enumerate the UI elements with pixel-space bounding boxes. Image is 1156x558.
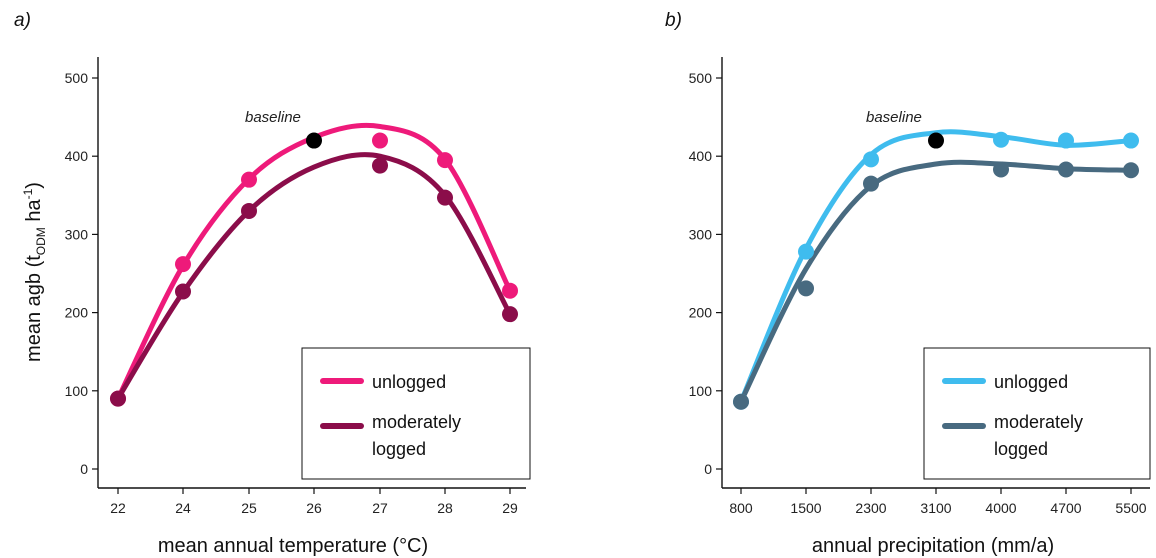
x-tick-label: 29 [502,500,518,516]
x-tick-label: 22 [110,500,126,516]
data-point-unlogged [1123,132,1139,149]
panel-b-points [733,131,1139,410]
data-point-moderately-logged [733,393,749,410]
data-point-unlogged [372,132,388,149]
data-point-moderately-logged [1123,162,1139,179]
data-point-moderately-logged [798,280,814,297]
data-point-unlogged [241,171,257,188]
baseline-point [306,132,322,149]
data-point-unlogged [863,151,879,168]
data-point-moderately-logged [863,175,879,192]
data-point-moderately-logged [502,306,518,323]
panel-b-x-axis: 800 1500 2300 3100 4000 4700 5500 [729,488,1147,516]
data-point-unlogged [993,131,1009,148]
data-point-unlogged [502,282,518,299]
panel-b-x-axis-title: annual precipitation (mm/a) [812,535,1054,557]
data-point-moderately-logged [1058,161,1074,178]
baseline-point [928,132,944,149]
panel-b-legend: unlogged moderately logged [923,347,1151,480]
x-tick-label: 26 [306,500,322,516]
y-tick-label: 300 [689,226,713,242]
y-tick-label: 500 [689,70,713,86]
x-tick-label: 1500 [790,500,821,516]
data-point-unlogged [437,152,453,169]
panel-a-legend-box [301,347,531,480]
panel-a-legend-label-logged: moderately logged [372,412,461,459]
x-tick-label: 4000 [985,500,1016,516]
data-point-unlogged [175,256,191,273]
panel-b-precipitation: b) 0 100 200 300 400 500 800 1500 2300 3100 4000 4… [665,10,1151,557]
panel-a-points [110,132,518,407]
y-tick-label: 200 [65,305,89,321]
y-tick-label: 500 [65,70,89,86]
y-tick-label: 200 [689,305,713,321]
panel-a-x-axis: 22 24 25 26 27 28 29 [110,488,518,516]
panel-b-label: b) [665,10,682,31]
panel-a-baseline-annotation: baseline [245,109,301,126]
y-tick-label: 100 [65,383,89,399]
data-point-moderately-logged [437,189,453,206]
y-tick-label: 400 [65,148,89,164]
data-point-moderately-logged [993,161,1009,178]
panel-a-y-axis: 0 100 200 300 400 500 [65,70,98,477]
data-point-moderately-logged [110,390,126,407]
y-tick-label: 0 [80,461,88,477]
y-tick-label: 400 [689,148,713,164]
x-tick-label: 28 [437,500,453,516]
x-tick-label: 2300 [855,500,886,516]
x-tick-label: 24 [175,500,191,516]
x-tick-label: 5500 [1115,500,1146,516]
panel-b-baseline-annotation: baseline [866,109,922,126]
data-point-moderately-logged [241,202,257,219]
data-point-unlogged [798,243,814,260]
panel-a-label: a) [14,10,31,31]
data-point-unlogged [1058,132,1074,149]
x-tick-label: 800 [729,500,753,516]
panel-b-legend-box [923,347,1151,480]
panel-b-legend-label-logged: moderately logged [994,412,1083,459]
x-tick-label: 4700 [1050,500,1081,516]
y-tick-label: 300 [65,226,89,242]
x-tick-label: 25 [241,500,257,516]
panel-a-temperature: a) 0 100 200 300 400 500 22 24 25 26 27 28 29 basel… [14,10,531,557]
panel-a-y-axis-title: mean agb (tODM ha-1) [21,182,48,362]
y-tick-label: 100 [689,383,713,399]
panel-a-legend-label-unlogged: unlogged [372,372,446,392]
x-tick-label: 3100 [920,500,951,516]
data-point-moderately-logged [372,157,388,174]
panel-b-y-axis: 0 100 200 300 400 500 [689,70,722,477]
data-point-moderately-logged [175,283,191,300]
x-tick-label: 27 [372,500,388,516]
panel-a-x-axis-title: mean annual temperature (°C) [158,535,428,557]
panel-a-legend: unlogged moderately logged [301,347,531,480]
panel-b-legend-label-unlogged: unlogged [994,372,1068,392]
y-tick-label: 0 [704,461,712,477]
